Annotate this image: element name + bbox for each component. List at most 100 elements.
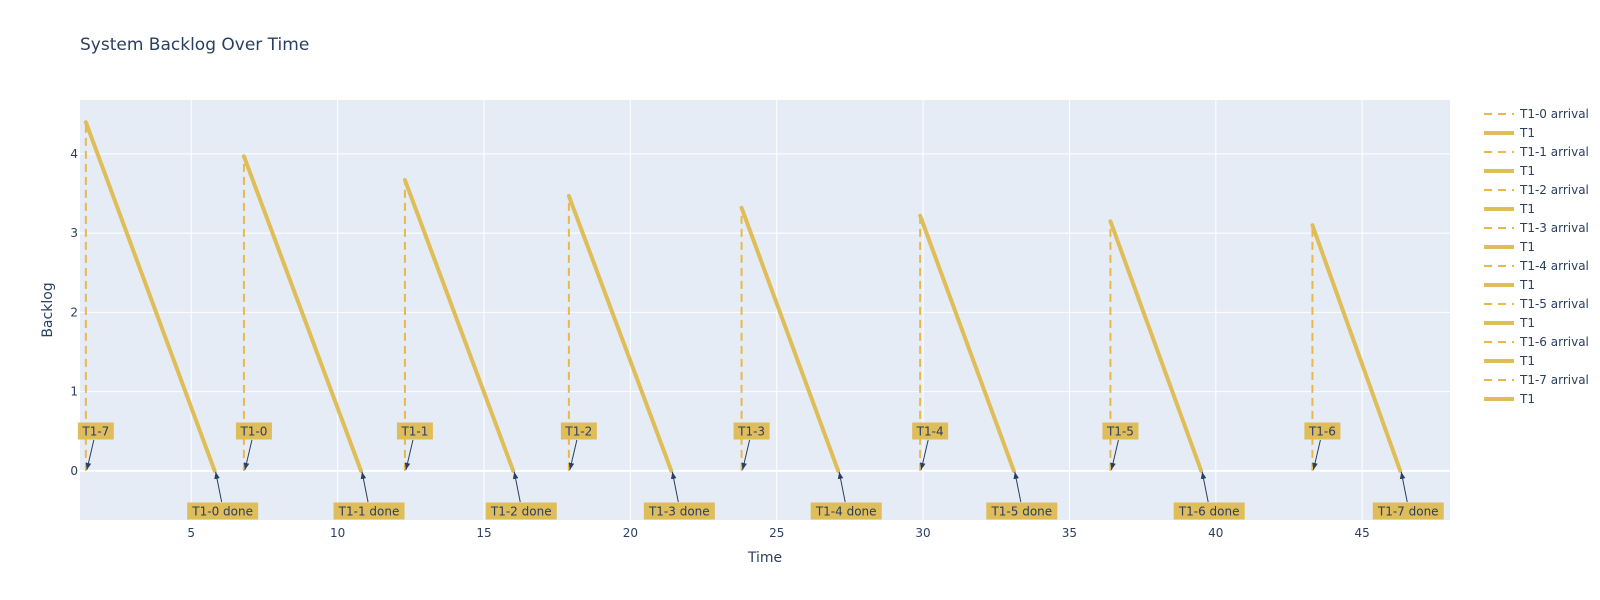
legend-label: T1-5 arrival <box>1519 297 1589 311</box>
arrival-arrow <box>920 439 929 470</box>
backlog-line <box>566 193 674 473</box>
arrival-label-bg <box>77 422 114 440</box>
x-tick-label: 15 <box>476 526 491 540</box>
x-tick-label: 30 <box>915 526 930 540</box>
plot-area <box>80 100 1450 520</box>
legend-item[interactable]: T1 <box>1484 316 1535 330</box>
y-axis-label: Backlog <box>40 282 56 337</box>
arrival-label-bg <box>733 422 770 440</box>
backlog-line <box>402 178 516 473</box>
backlog-line <box>918 213 1016 473</box>
done-label: T1-7 done <box>1377 505 1439 519</box>
y-tick-label: 1 <box>70 385 78 399</box>
done-arrow <box>1200 471 1209 503</box>
legend-item[interactable]: T1-6 arrival <box>1484 335 1589 349</box>
legend-label: T1 <box>1519 392 1535 406</box>
arrival-label-bg <box>912 422 949 440</box>
arrival-label-group: T1-2 <box>560 422 597 440</box>
legend-item[interactable]: T1 <box>1484 164 1535 178</box>
legend-item[interactable]: T1 <box>1484 278 1535 292</box>
done-label-bg <box>1173 502 1245 520</box>
backlog-line <box>1310 223 1403 473</box>
legend-item[interactable]: T1-0 arrival <box>1484 107 1589 121</box>
y-tick-label: 0 <box>70 464 78 478</box>
legend-item[interactable]: T1 <box>1484 354 1535 368</box>
y-tick-label: 4 <box>70 147 78 161</box>
x-tick-label: 45 <box>1355 526 1370 540</box>
arrival-label-group: T1-0 <box>235 422 272 440</box>
done-label: T1-2 done <box>490 505 552 519</box>
arrival-arrow <box>568 439 578 470</box>
legend-item[interactable]: T1-4 arrival <box>1484 259 1589 273</box>
arrival-label-bg <box>1102 422 1139 440</box>
x-tick-label: 20 <box>623 526 638 540</box>
legend-label: T1 <box>1519 354 1535 368</box>
arrival-label-group: T1-6 <box>1304 422 1341 440</box>
legend[interactable]: T1-0 arrival T1 T1-1 arrival T1 T1-2 arrival… <box>1484 107 1589 406</box>
legend-item[interactable]: T1 <box>1484 392 1535 406</box>
x-tick-label: 5 <box>187 526 195 540</box>
done-arrow <box>214 471 223 503</box>
done-label-bg <box>986 502 1058 520</box>
arrival-arrow <box>404 439 414 470</box>
done-label-group: T1-3 done <box>643 502 715 520</box>
arrival-arrow <box>85 439 95 470</box>
done-label-bg <box>485 502 557 520</box>
x-axis-label: Time <box>747 550 782 566</box>
chart-title: System Backlog Over Time <box>80 35 309 55</box>
arrival-label-group: T1-1 <box>396 422 433 440</box>
legend-label: T1 <box>1519 202 1535 216</box>
done-label-group: T1-1 done <box>333 502 405 520</box>
done-label-bg <box>1372 502 1444 520</box>
done-label-bg <box>333 502 405 520</box>
legend-label: T1 <box>1519 164 1535 178</box>
done-label: T1-1 done <box>338 505 400 519</box>
legend-label: T1-2 arrival <box>1519 183 1589 197</box>
y-tick-labels: 0 1 2 3 4 <box>70 147 78 478</box>
done-label: T1-6 done <box>1178 505 1240 519</box>
x-tick-label: 10 <box>330 526 345 540</box>
legend-item[interactable]: T1-3 arrival <box>1484 221 1589 235</box>
x-tick-label: 35 <box>1062 526 1077 540</box>
legend-item[interactable]: T1 <box>1484 240 1535 254</box>
legend-label: T1 <box>1519 316 1535 330</box>
backlog-line <box>83 120 217 473</box>
legend-item[interactable]: T1-5 arrival <box>1484 297 1589 311</box>
arrival-label: T1-4 <box>916 425 944 439</box>
legend-item[interactable]: T1-1 arrival <box>1484 145 1589 159</box>
grid-lines <box>80 100 1450 520</box>
done-label-group: T1-6 done <box>1173 502 1245 520</box>
legend-item[interactable]: T1-7 arrival <box>1484 373 1589 387</box>
backlog-line <box>1108 219 1204 473</box>
legend-label: T1 <box>1519 278 1535 292</box>
x-tick-label: 25 <box>769 526 784 540</box>
arrival-label: T1-6 <box>1308 425 1336 439</box>
done-arrow <box>1399 471 1408 503</box>
done-label-group: T1-5 done <box>986 502 1058 520</box>
legend-label: T1-1 arrival <box>1519 145 1589 159</box>
done-label-bg <box>187 502 259 520</box>
x-tick-label: 40 <box>1208 526 1223 540</box>
done-label: T1-4 done <box>815 505 877 519</box>
arrival-label: T1-3 <box>737 425 765 439</box>
legend-label: T1-7 arrival <box>1519 373 1589 387</box>
arrival-label-bg <box>1304 422 1341 440</box>
legend-item[interactable]: T1 <box>1484 126 1535 140</box>
legend-item[interactable]: T1-2 arrival <box>1484 183 1589 197</box>
arrival-label: T1-1 <box>400 425 428 439</box>
arrival-label: T1-5 <box>1106 425 1134 439</box>
legend-item[interactable]: T1 <box>1484 202 1535 216</box>
y-tick-label: 3 <box>70 226 78 240</box>
backlog-line <box>739 205 841 473</box>
arrival-label-group: T1-5 <box>1102 422 1139 440</box>
done-arrow <box>837 471 846 503</box>
legend-label: T1 <box>1519 126 1535 140</box>
done-arrow <box>360 471 369 503</box>
done-label-group: T1-7 done <box>1372 502 1444 520</box>
arrival-arrow <box>243 439 253 470</box>
done-label-group: T1-2 done <box>485 502 557 520</box>
arrival-label-bg <box>560 422 597 440</box>
done-label-group: T1-4 done <box>810 502 882 520</box>
arrival-label-group: T1-4 <box>912 422 949 440</box>
